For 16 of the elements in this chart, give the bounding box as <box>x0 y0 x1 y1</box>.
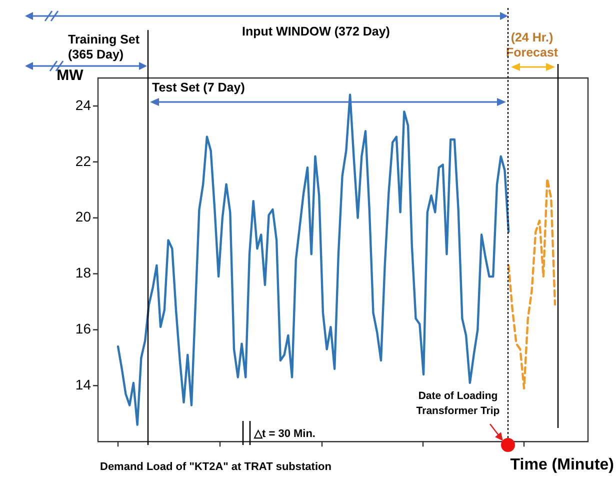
annotation: Date of Loading Transformer Trip <box>416 390 500 417</box>
y-tick-label: 16 <box>75 320 92 337</box>
text: Training Set (365 Day) <box>68 32 140 62</box>
text: Input WINDOW (372 Day) <box>242 24 390 38</box>
y-tick-label: 24 <box>75 96 92 113</box>
text: (24 Hr.) Forecast <box>506 30 559 60</box>
y-tick-label: 22 <box>75 152 92 169</box>
line-series <box>507 178 556 390</box>
y-tick-label: 14 <box>75 376 92 393</box>
annotation: △t = 30 Min. <box>253 428 316 440</box>
y-tick-label: 20 <box>75 208 92 225</box>
x-axis-title: Time (Minute) <box>510 456 614 474</box>
y-axis-title: MW <box>56 67 84 84</box>
text: Demand Load of "KT2A" at TRAT substation <box>100 461 332 474</box>
annotation: Test Set (7 Day) <box>152 80 245 94</box>
y-tick-label: 18 <box>75 264 92 281</box>
